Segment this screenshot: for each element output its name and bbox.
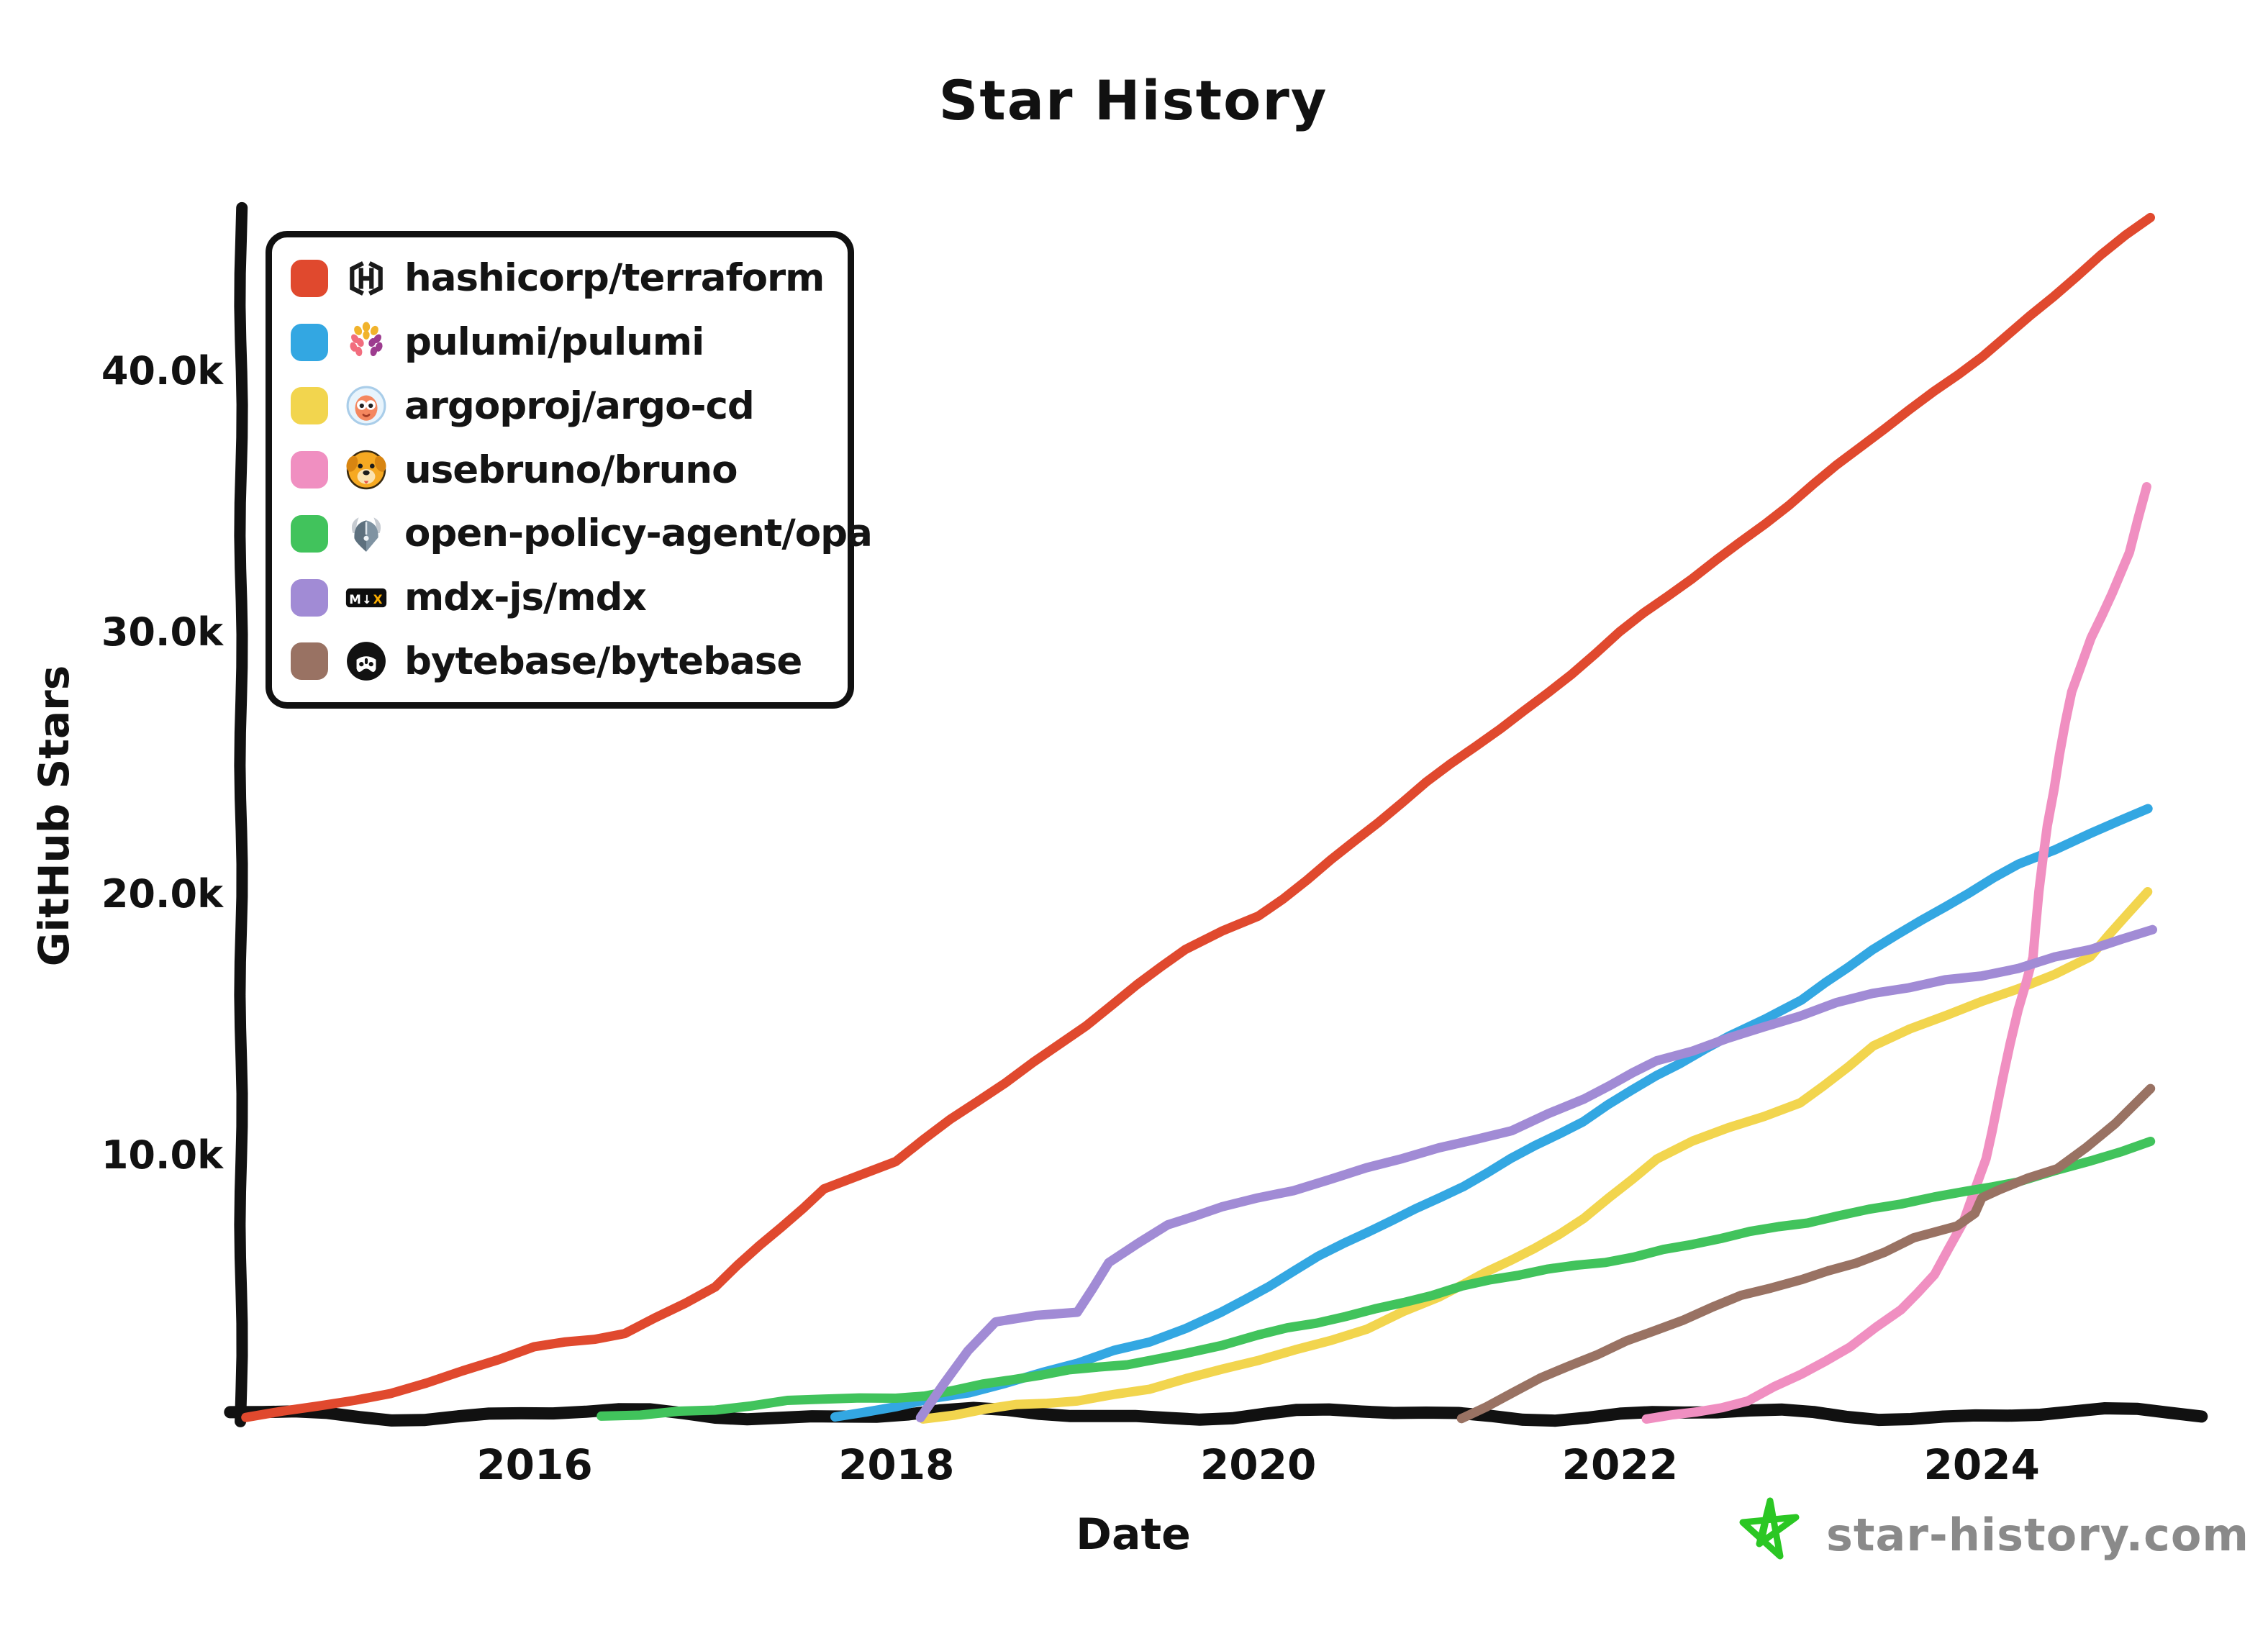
series-line-open-policy-agent-opa (597, 1137, 2156, 1421)
legend-item-argoproj-argo-cd: argoproj/argo-cd (291, 376, 833, 436)
series-line-usebruno-bruno (1641, 482, 2151, 1424)
terraform-icon (345, 258, 387, 299)
legend-swatch (291, 259, 328, 297)
y-tick-label-20.0k: 20.0k (101, 871, 223, 917)
page-title: Star History (938, 68, 1328, 132)
footer-site-link[interactable]: star-history.com (1826, 1508, 2250, 1561)
legend-swatch (291, 323, 328, 361)
legend-item-open-policy-agent-opa: open-policy-agent/opa (291, 504, 873, 564)
legend-box: hashicorp/terraform pulumi/pulumi argoproj… (266, 231, 873, 709)
series-line-hashicorp-terraform (241, 212, 2155, 1422)
legend-item-bytebase-bytebase: bytebase/bytebase (291, 631, 833, 691)
svg-text:X: X (373, 592, 383, 606)
pulumi-icon (345, 322, 387, 363)
legend-label: mdx-js/mdx (404, 576, 647, 619)
legend-swatch (291, 514, 328, 553)
opa-icon (345, 513, 387, 555)
legend-label: bytebase/bytebase (404, 639, 802, 683)
y-axis-line (234, 201, 248, 1427)
x-tick-label-2022: 2022 (1561, 1440, 1679, 1489)
argocd-icon (345, 385, 387, 427)
legend-swatch (291, 578, 328, 617)
svg-text:M: M (349, 592, 361, 606)
legend-item-hashicorp-terraform: hashicorp/terraform (291, 248, 833, 309)
legend-label: usebruno/bruno (404, 447, 738, 492)
legend-swatch (291, 387, 328, 425)
y-tick-label-30.0k: 30.0k (101, 609, 223, 655)
legend-label: pulumi/pulumi (404, 320, 704, 364)
legend-swatch (291, 642, 328, 681)
footer: star-history.com (1733, 1495, 2249, 1574)
x-tick-label-2018: 2018 (838, 1440, 955, 1489)
y-tick-label-40.0k: 40.0k (101, 347, 223, 394)
svg-text:↓: ↓ (362, 592, 372, 606)
bytebase-icon (345, 640, 387, 682)
series-line-bytebase-bytebase (1456, 1083, 2156, 1424)
series-line-pulumi-pulumi (830, 804, 2153, 1422)
y-axis-title: GitHub Stars (30, 665, 78, 967)
x-axis-title: Date (1076, 1509, 1191, 1560)
x-tick-label-2020: 2020 (1199, 1440, 1317, 1489)
x-axis-line (224, 1401, 2208, 1427)
legend-label: hashicorp/terraform (404, 256, 825, 301)
x-tick-label-2024: 2024 (1923, 1440, 2040, 1489)
legend-item-usebruno-bruno: usebruno/bruno (291, 440, 833, 500)
legend-swatch (291, 451, 328, 488)
mdx-icon: M ↓ X (345, 577, 387, 619)
x-tick-label-2016: 2016 (476, 1440, 593, 1489)
y-tick-label-10.0k: 10.0k (101, 1132, 223, 1178)
legend-label: open-policy-agent/opa (404, 512, 873, 556)
legend-label: argoproj/argo-cd (404, 383, 755, 428)
bruno-icon (345, 449, 387, 491)
series-line-argoproj-argo-cd (918, 887, 2153, 1424)
series-line-mdx-js-mdx (915, 924, 2157, 1423)
legend-item-pulumi-pulumi: pulumi/pulumi (291, 312, 833, 373)
star-outline-icon (1739, 1497, 1800, 1560)
